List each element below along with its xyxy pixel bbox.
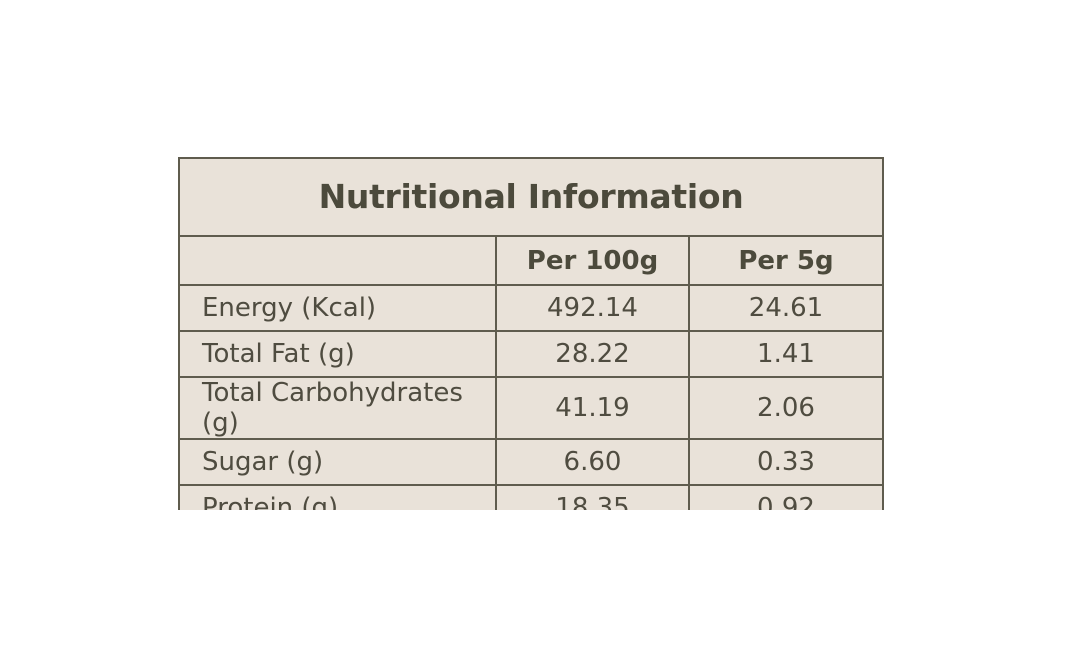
value-per-100g: 41.19 [496,377,690,440]
value-per-100g: 28.22 [496,331,690,378]
nutrient-name: Energy (Kcal) [180,285,497,332]
table-row: Sugar (g) 6.60 0.33 [180,439,882,486]
value-per-5g: 24.61 [689,285,882,332]
table-row: Energy (Kcal) 492.14 24.61 [180,285,882,332]
nutrient-name: Total Carbohydrates (g) [180,377,497,440]
nutrient-name: Total Fat (g) [180,331,497,378]
nutrition-title: Nutritional Information [180,159,882,237]
value-per-100g: 6.60 [496,439,690,486]
value-per-5g: 0.92 [757,493,815,510]
value-per-5g: 1.41 [689,331,882,378]
table-row: Total Carbohydrates (g) 41.19 2.06 [180,377,882,440]
nutrient-name: Sugar (g) [180,439,497,486]
value-per-5g: 0.33 [689,439,882,486]
table-row: Protein (g) 18.35 0.92 [180,485,882,510]
table-row: Total Fat (g) 28.22 1.41 [180,331,882,378]
nutrition-label-panel: Nutritional Information Per 100g Per 5g … [178,157,884,510]
nutrition-table: Per 100g Per 5g Energy (Kcal) 492.14 24.… [180,237,882,510]
nutrient-name: Protein (g) [180,485,497,510]
value-per-5g: 2.06 [689,377,882,440]
header-nutrient [180,237,497,286]
value-per-100g: 18.35 [496,485,690,510]
header-per-5g: Per 5g [689,237,882,286]
header-row: Per 100g Per 5g [180,237,882,286]
value-per-100g: 492.14 [496,285,690,332]
header-per-100g: Per 100g [496,237,690,286]
